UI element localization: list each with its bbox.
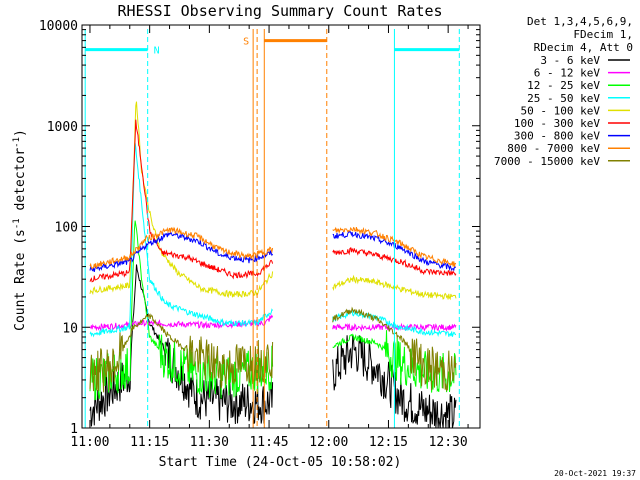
legend-label-2: 12 - 25 keV: [527, 79, 600, 92]
flag-label-s: S: [243, 37, 249, 48]
x-axis-label: Start Time (24-Oct-05 10:58:02): [159, 455, 402, 470]
plot-lines: [89, 101, 457, 429]
y-tick-label-1: 10: [62, 321, 78, 336]
y-axis-label-main: Count Rate (s: [13, 229, 28, 331]
y-axis-label-sup1: -1: [12, 218, 22, 229]
plot-axes: 1 10 100 1000 10000 11:00 11:15 11:30 11:45 12:00…: [39, 19, 481, 450]
x-tick-label-0: 11:00: [70, 435, 109, 450]
x-tick-label-4: 12:00: [309, 435, 348, 450]
legend-label-0: 3 - 6 keV: [540, 54, 600, 67]
legend-header-2: RDecim 4, Att 0: [534, 41, 633, 54]
y-axis-label-mid: detector: [13, 148, 28, 219]
y-axis-label-sup2: -1: [12, 137, 22, 148]
legend-header-1: FDecim 1,: [573, 28, 633, 41]
series-line-5-pre: [89, 119, 274, 283]
legend-label-3: 25 - 50 keV: [527, 92, 600, 105]
y-tick-label-0: 1: [70, 422, 78, 437]
legend-header-0: Det 1,3,4,5,6,9,: [527, 15, 633, 28]
legend-label-1: 6 - 12 keV: [534, 67, 601, 80]
chart-title: RHESSI Observing Summary Count Rates: [117, 2, 442, 20]
legend: Det 1,3,4,5,6,9, FDecim 1, RDecim 4, Att…: [494, 15, 633, 168]
generated-timestamp: 20-Oct-2021 19:37: [554, 469, 636, 478]
series-line-1-pre: [89, 314, 274, 332]
series-line-6-pre: [89, 230, 274, 273]
series-line-7-pre: [89, 226, 274, 270]
flag-markers: NS: [84, 29, 460, 428]
legend-label-8: 7000 - 15000 keV: [494, 155, 600, 168]
y-axis-label-end: ): [13, 129, 28, 137]
y-tick-label-3: 1000: [47, 120, 78, 135]
flag-label-n: N: [154, 46, 160, 57]
y-tick-label-2: 100: [55, 221, 78, 236]
legend-label-7: 800 - 7000 keV: [507, 142, 600, 155]
x-tick-label-6: 12:30: [429, 435, 468, 450]
y-axis-label: Count Rate (s-1 detector-1): [12, 129, 28, 331]
series-line-3-pre: [89, 142, 274, 338]
series-line-0-pre: [89, 264, 274, 427]
legend-label-6: 300 - 800 keV: [514, 130, 600, 143]
y-tick-label-4: 10000: [39, 19, 78, 34]
series-line-8-pre: [89, 312, 274, 393]
legend-label-5: 100 - 300 keV: [514, 117, 600, 130]
x-tick-label-5: 12:15: [369, 435, 408, 450]
series-line-4-pre: [89, 101, 274, 299]
x-tick-label-2: 11:30: [190, 435, 229, 450]
legend-label-4: 50 - 100 keV: [521, 104, 601, 117]
x-tick-label-1: 11:15: [130, 435, 169, 450]
x-tick-label-3: 11:45: [249, 435, 288, 450]
